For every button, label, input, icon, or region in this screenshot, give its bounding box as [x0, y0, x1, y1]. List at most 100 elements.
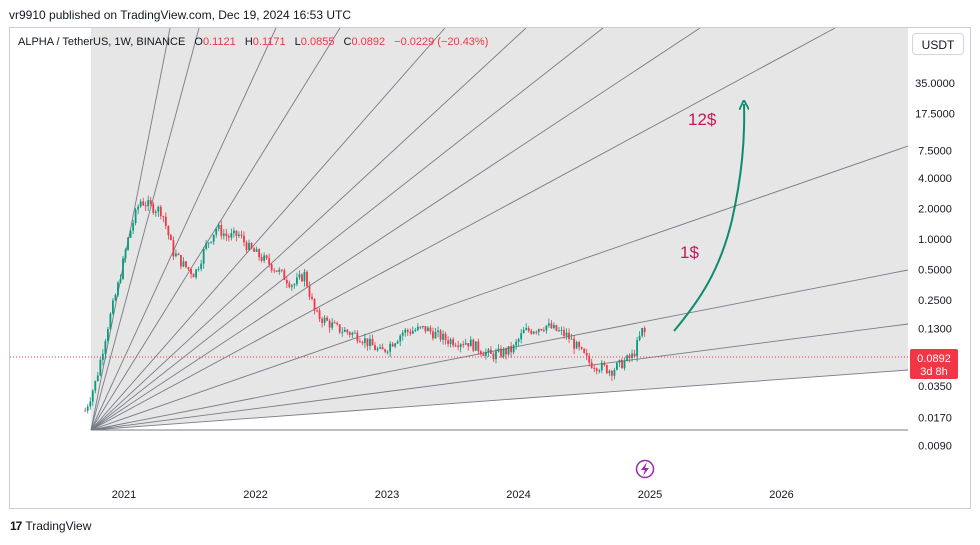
candle-body-154 — [472, 339, 475, 351]
candle-body-194 — [573, 338, 575, 349]
candle-body-123 — [394, 343, 397, 347]
candle-body-73 — [268, 258, 271, 265]
x-tick-label: 2025 — [638, 489, 662, 501]
candle-body-16 — [124, 249, 127, 259]
candle-body-214 — [623, 360, 626, 369]
candle-body-152 — [467, 343, 470, 347]
time-axis[interactable]: 2021 2022 2023 2024 2025 2026 — [112, 489, 794, 501]
symbol-legend[interactable]: ALPHA / TetherUS, 1W, BINANCE O0.1121 H0… — [18, 36, 488, 48]
candle-body-21 — [137, 206, 140, 210]
y-tick-label: 0.2500 — [918, 295, 952, 307]
y-tick-label: 7.5000 — [918, 146, 952, 158]
y-tick-label: 0.0090 — [918, 441, 952, 453]
candle-body-98 — [331, 322, 334, 328]
candle-body-110 — [361, 342, 364, 344]
candle-body-124 — [396, 341, 399, 344]
candle-body-3 — [91, 390, 94, 402]
candle-body-100 — [336, 323, 339, 325]
candle-body-120 — [386, 351, 389, 353]
candle-body-171 — [515, 341, 518, 346]
candle-body-53 — [217, 225, 220, 229]
candle-body-8 — [104, 341, 107, 354]
candle-body-145 — [449, 339, 452, 344]
fan-ray-1 — [90, 28, 171, 431]
candle-body-143 — [444, 333, 447, 341]
candle-body-93 — [318, 310, 321, 319]
candle-body-51 — [212, 234, 215, 242]
candle-body-168 — [507, 346, 510, 355]
fan-ray-9 — [90, 28, 836, 431]
candle-body-215 — [626, 355, 628, 361]
candle-body-56 — [225, 233, 228, 237]
candle-body-108 — [356, 332, 359, 342]
high-label: H — [244, 36, 253, 48]
candle-body-81 — [288, 283, 291, 287]
change-value: −0.0229 (−20.43%) — [394, 36, 489, 48]
y-tick-label: 0.0170 — [918, 413, 952, 425]
x-tick-label: 2026 — [769, 489, 793, 501]
brand-name: TradingView — [25, 519, 92, 533]
candle-body-174 — [522, 329, 525, 334]
candle-body-74 — [270, 264, 273, 271]
candle-body-11 — [112, 300, 114, 314]
candle-body-67 — [253, 248, 255, 252]
candle-body-95 — [323, 317, 326, 323]
high-value: 0.1171 — [252, 36, 286, 48]
candle-body-209 — [610, 370, 613, 376]
candle-body-199 — [585, 353, 588, 356]
candle-body-50 — [210, 241, 213, 243]
candle-body-91 — [313, 298, 316, 311]
candle-body-189 — [560, 329, 563, 331]
candle-body-22 — [139, 201, 142, 207]
candle-body-61 — [238, 234, 240, 236]
candle-body-79 — [283, 270, 286, 280]
gann-fan[interactable] — [90, 28, 908, 486]
fan-ray-11 — [90, 269, 908, 431]
candle-body-188 — [558, 330, 560, 332]
y-tick-label: 2.0000 — [918, 204, 952, 216]
candle-body-133 — [419, 326, 422, 328]
fan-ray-12 — [90, 323, 908, 431]
candle-body-9 — [106, 329, 109, 342]
candle-body-43 — [192, 274, 195, 278]
tradingview-brand[interactable]: 17 TradingView — [10, 519, 91, 533]
y-tick-label: 17.5000 — [915, 108, 955, 120]
candle-body-28 — [154, 211, 157, 213]
candle-body-30 — [159, 206, 162, 217]
close-value: 0.0892 — [351, 36, 386, 48]
candle-body-178 — [532, 331, 535, 334]
candle-body-131 — [414, 330, 417, 332]
x-tick-label: 2021 — [112, 489, 136, 501]
candle-body-41 — [187, 267, 190, 270]
candle-body-65 — [248, 242, 250, 251]
candle-body-150 — [462, 344, 465, 346]
candle-body-4 — [94, 380, 97, 391]
candle-body-62 — [240, 234, 243, 236]
candle-body-163 — [495, 351, 497, 360]
candle-body-198 — [583, 348, 586, 354]
candles — [84, 195, 646, 414]
candle-body-186 — [553, 325, 555, 329]
currency-button[interactable]: USDT — [912, 33, 964, 55]
candle-body-44 — [195, 269, 197, 278]
candle-body-101 — [338, 324, 341, 333]
tradingview-logo-icon: 17 — [10, 519, 22, 533]
candle-body-151 — [464, 343, 467, 345]
candle-body-40 — [185, 261, 187, 268]
candle-body-88 — [306, 271, 308, 287]
price-axis[interactable]: 35.0000 17.5000 7.5000 4.0000 2.0000 1.0000 0.… — [915, 78, 955, 453]
candle-body-29 — [157, 206, 160, 212]
target-high-label: 12$ — [688, 110, 717, 129]
candle-body-190 — [563, 329, 565, 336]
fan-ray-13 — [90, 369, 908, 431]
candle-body-176 — [527, 328, 530, 331]
candle-body-115 — [374, 345, 376, 351]
fan-ray-5 — [90, 28, 446, 431]
candle-body-69 — [258, 249, 260, 258]
candle-body-37 — [177, 253, 180, 256]
lightning-icon[interactable] — [635, 459, 655, 479]
candle-body-137 — [429, 327, 432, 332]
candle-body-10 — [109, 313, 112, 330]
candle-body-116 — [376, 348, 379, 351]
